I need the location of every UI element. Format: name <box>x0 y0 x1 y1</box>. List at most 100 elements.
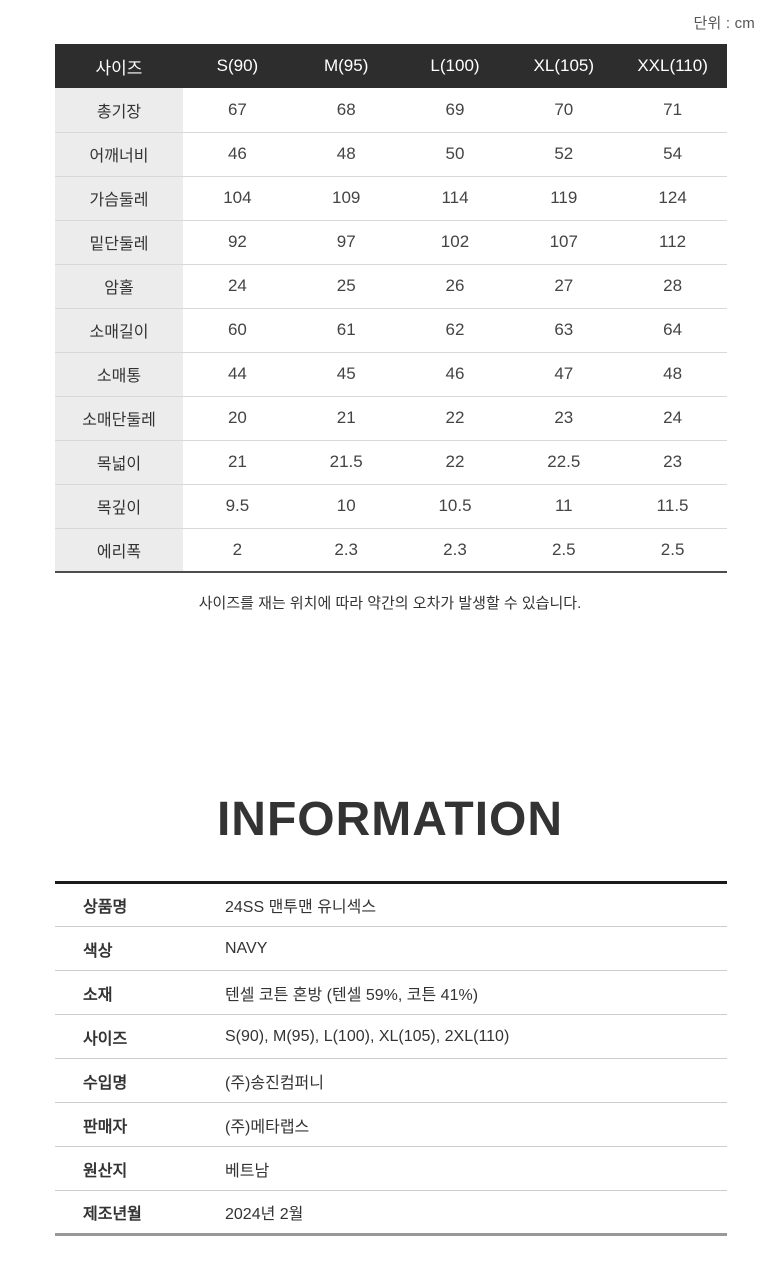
information-row: 수입명 (주)송진컴퍼니 <box>55 1059 727 1103</box>
measurement-label: 목넓이 <box>55 440 183 484</box>
measurement-value: 25 <box>291 264 401 308</box>
measurement-value: 104 <box>183 176 292 220</box>
measurement-value: 24 <box>618 396 727 440</box>
measurement-value: 50 <box>400 132 510 176</box>
measurement-value: 62 <box>400 308 510 352</box>
measurement-value: 27 <box>509 264 619 308</box>
measurement-value: 23 <box>509 396 619 440</box>
measurement-label: 밑단둘레 <box>55 220 183 264</box>
measurement-value: 24 <box>183 264 292 308</box>
measurement-label: 목깊이 <box>55 484 183 528</box>
measurement-value: 107 <box>509 220 619 264</box>
information-row: 상품명 24SS 맨투맨 유니섹스 <box>55 883 727 927</box>
measurement-value: 114 <box>400 176 510 220</box>
size-column-header: XL(105) <box>509 44 619 88</box>
measurement-label: 소매단둘레 <box>55 396 183 440</box>
size-table-row: 소매단둘레 20 21 22 23 24 <box>55 396 727 440</box>
information-value: (주)메타랩스 <box>225 1118 310 1136</box>
information-label: 수입명 <box>83 1074 128 1092</box>
size-table-row: 가슴둘레 104 109 114 119 124 <box>55 176 727 220</box>
measurement-value: 2.5 <box>509 528 619 572</box>
measurement-value: 11.5 <box>618 484 727 528</box>
measurement-value: 112 <box>618 220 727 264</box>
measurement-value: 119 <box>509 176 619 220</box>
measurement-value: 21 <box>183 440 292 484</box>
information-label: 사이즈 <box>83 1030 128 1048</box>
information-label: 소재 <box>83 986 113 1004</box>
measurement-value: 124 <box>618 176 727 220</box>
measurement-value: 71 <box>618 88 727 132</box>
information-value: S(90), M(95), L(100), XL(105), 2XL(110) <box>225 1027 510 1045</box>
measurement-label: 가슴둘레 <box>55 176 183 220</box>
measurement-value: 22 <box>400 396 510 440</box>
information-label: 색상 <box>83 942 113 960</box>
measurement-value: 70 <box>509 88 619 132</box>
measurement-value: 61 <box>291 308 401 352</box>
size-column-header: M(95) <box>291 44 401 88</box>
size-table-corner-header: 사이즈 <box>55 44 183 88</box>
measurement-value: 67 <box>183 88 292 132</box>
measurement-value: 11 <box>509 484 619 528</box>
measurement-value: 9.5 <box>183 484 292 528</box>
unit-label: 단위 : cm <box>693 15 755 32</box>
measurement-value: 10.5 <box>400 484 510 528</box>
information-row: 원산지 베트남 <box>55 1147 727 1191</box>
measurement-value: 63 <box>509 308 619 352</box>
size-table-row: 소매길이 60 61 62 63 64 <box>55 308 727 352</box>
information-row: 사이즈 S(90), M(95), L(100), XL(105), 2XL(11… <box>55 1015 727 1059</box>
measurement-value: 10 <box>291 484 401 528</box>
measurement-value: 45 <box>291 352 401 396</box>
measurement-value: 46 <box>183 132 292 176</box>
measurement-label: 어깨너비 <box>55 132 183 176</box>
measurement-value: 22 <box>400 440 510 484</box>
measurement-value: 68 <box>291 88 401 132</box>
measurement-value: 52 <box>509 132 619 176</box>
measurement-value: 28 <box>618 264 727 308</box>
measurement-value: 102 <box>400 220 510 264</box>
measurement-value: 23 <box>618 440 727 484</box>
size-table-row: 암홀 24 25 26 27 28 <box>55 264 727 308</box>
measurement-label: 소매통 <box>55 352 183 396</box>
measurement-value: 109 <box>291 176 401 220</box>
size-table-row: 어깨너비 46 48 50 52 54 <box>55 132 727 176</box>
size-table: 사이즈 S(90) M(95) L(100) XL(105) XXL(110) 총기장 67… <box>55 44 727 573</box>
information-label: 제조년월 <box>83 1206 142 1223</box>
size-table-row: 총기장 67 68 69 70 71 <box>55 88 727 132</box>
size-table-row: 에리폭 2 2.3 2.3 2.5 2.5 <box>55 528 727 572</box>
measurement-value: 60 <box>183 308 292 352</box>
measurement-value: 47 <box>509 352 619 396</box>
measurement-value: 92 <box>183 220 292 264</box>
information-value: 2024년 2월 <box>225 1206 304 1223</box>
information-title: INFORMATION <box>216 793 564 846</box>
measurement-value: 69 <box>400 88 510 132</box>
measurement-value: 26 <box>400 264 510 308</box>
information-label: 상품명 <box>83 899 128 916</box>
measurement-value: 48 <box>618 352 727 396</box>
measurement-label: 총기장 <box>55 88 183 132</box>
measurement-value: 44 <box>183 352 292 396</box>
measurement-label: 에리폭 <box>55 528 183 572</box>
size-table-header-row: 사이즈 S(90) M(95) L(100) XL(105) XXL(110) <box>55 44 727 88</box>
measurement-label: 암홀 <box>55 264 183 308</box>
size-column-header: XXL(110) <box>618 44 727 88</box>
information-value: (주)송진컴퍼니 <box>225 1074 324 1092</box>
information-value: 24SS 맨투맨 유니섹스 <box>225 899 377 916</box>
information-label: 판매자 <box>83 1118 128 1136</box>
information-value: NAVY <box>225 939 268 957</box>
measurement-value: 48 <box>291 132 401 176</box>
measurement-value: 2.5 <box>618 528 727 572</box>
information-table-body: 상품명 24SS 맨투맨 유니섹스 색상 NAVY 소재 텐셀 코튼 혼방 (텐셀 59%… <box>55 883 727 1235</box>
measurement-value: 20 <box>183 396 292 440</box>
size-table-row: 소매통 44 45 46 47 48 <box>55 352 727 396</box>
size-tolerance-note: 사이즈를 재는 위치에 따라 약간의 오차가 발생할 수 있습니다. <box>198 595 582 612</box>
information-table: 상품명 24SS 맨투맨 유니섹스 색상 NAVY 소재 텐셀 코튼 혼방 (텐셀 59%… <box>55 881 727 1236</box>
measurement-value: 2.3 <box>400 528 510 572</box>
size-table-body: 총기장 67 68 69 70 71 어깨너비 46 48 50 52 54 가슴둘레 104 109 114… <box>55 88 727 572</box>
information-label: 원산지 <box>83 1162 128 1180</box>
size-table-row: 목넓이 21 21.5 22 22.5 23 <box>55 440 727 484</box>
measurement-value: 54 <box>618 132 727 176</box>
measurement-label: 소매길이 <box>55 308 183 352</box>
size-table-row: 목깊이 9.5 10 10.5 11 11.5 <box>55 484 727 528</box>
information-row: 색상 NAVY <box>55 927 727 971</box>
